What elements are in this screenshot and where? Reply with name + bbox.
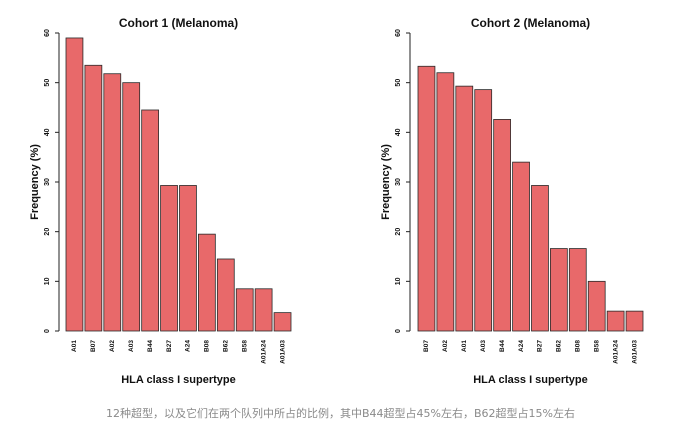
category-label: A01 bbox=[71, 340, 78, 352]
bar-a24 bbox=[512, 161, 530, 332]
y-tick-label: 20 bbox=[395, 228, 402, 236]
y-tick-label: 0 bbox=[395, 329, 402, 333]
bar-b08 bbox=[198, 233, 216, 332]
bar-a02 bbox=[103, 73, 122, 332]
category-label: B62 bbox=[223, 340, 230, 352]
bar-a03 bbox=[474, 89, 493, 332]
chart-title: Cohort 2 (Melanoma) bbox=[471, 16, 590, 30]
category-label: A03 bbox=[480, 340, 487, 352]
category-label: B07 bbox=[90, 340, 97, 352]
y-tick-label: 60 bbox=[395, 29, 402, 37]
category-label: B58 bbox=[241, 340, 248, 352]
y-tick-label: 20 bbox=[44, 228, 51, 236]
bar-a03 bbox=[122, 82, 141, 332]
x-axis-label: HLA class I supertype bbox=[121, 374, 236, 386]
bar-a01a24 bbox=[606, 310, 625, 332]
category-label: B08 bbox=[204, 340, 211, 352]
category-label: A24 bbox=[518, 340, 525, 352]
category-label: A24 bbox=[185, 340, 192, 352]
y-tick-label: 50 bbox=[44, 79, 51, 87]
bar-a01a03 bbox=[625, 310, 644, 332]
bar-a01 bbox=[455, 85, 474, 332]
bar-b27 bbox=[160, 185, 178, 332]
bar-b07 bbox=[417, 65, 436, 332]
bar-b58 bbox=[587, 280, 606, 332]
chart-title: Cohort 1 (Melanoma) bbox=[119, 16, 238, 30]
chart-2: Cohort 2 (Melanoma) 0 10 20 30 40 50 60 Frequenc… bbox=[380, 16, 644, 386]
bar-b44 bbox=[141, 109, 159, 332]
category-label: A01A03 bbox=[279, 340, 286, 364]
chart-1: Cohort 1 (Melanoma) 0 10 20 30 40 50 60 Frequenc… bbox=[29, 16, 292, 386]
bar-a01a03 bbox=[273, 312, 292, 332]
bar-b58 bbox=[235, 288, 254, 332]
category-label: A02 bbox=[109, 340, 116, 352]
bar-b62 bbox=[216, 258, 235, 332]
bar-b07 bbox=[84, 64, 103, 332]
category-label: B07 bbox=[423, 340, 430, 352]
bar-b44 bbox=[493, 119, 511, 332]
category-label: B27 bbox=[166, 340, 173, 352]
category-label: B44 bbox=[147, 340, 154, 352]
x-axis-label: HLA class I supertype bbox=[473, 374, 588, 386]
category-label: A01 bbox=[461, 340, 468, 352]
category-label: A01A24 bbox=[612, 340, 619, 364]
y-tick-label: 40 bbox=[395, 128, 402, 136]
category-label: B08 bbox=[575, 340, 582, 352]
category-label: B62 bbox=[556, 340, 563, 352]
y-tick-label: 30 bbox=[44, 178, 51, 186]
bar-b08 bbox=[568, 248, 587, 332]
y-tick-label: 0 bbox=[44, 329, 51, 333]
bar-a01a24 bbox=[254, 288, 273, 332]
y-axis-label: Frequency (%) bbox=[380, 144, 392, 220]
category-label: B58 bbox=[593, 340, 600, 352]
y-tick-label: 40 bbox=[44, 128, 51, 136]
y-tick-label: 10 bbox=[395, 277, 402, 285]
category-label: A02 bbox=[442, 340, 449, 352]
y-tick-label: 50 bbox=[395, 79, 402, 87]
category-label: B44 bbox=[499, 340, 506, 352]
category-label: A03 bbox=[128, 340, 135, 352]
y-tick-label: 30 bbox=[395, 178, 402, 186]
category-label: A01A24 bbox=[260, 340, 267, 364]
category-label: B27 bbox=[537, 340, 544, 352]
bar-b62 bbox=[550, 248, 568, 332]
category-label: A01A03 bbox=[631, 340, 638, 364]
bar-b27 bbox=[531, 185, 549, 332]
bar-a24 bbox=[179, 185, 197, 332]
bar-a01 bbox=[65, 37, 84, 332]
bar-a02 bbox=[436, 72, 455, 332]
figure-caption: 12种超型，以及它们在两个队列中所占的比例，其中B44超型占45%左右，B62超… bbox=[106, 407, 575, 420]
y-axis-label: Frequency (%) bbox=[29, 144, 41, 220]
y-tick-label: 60 bbox=[44, 29, 51, 37]
y-tick-label: 10 bbox=[44, 277, 51, 285]
